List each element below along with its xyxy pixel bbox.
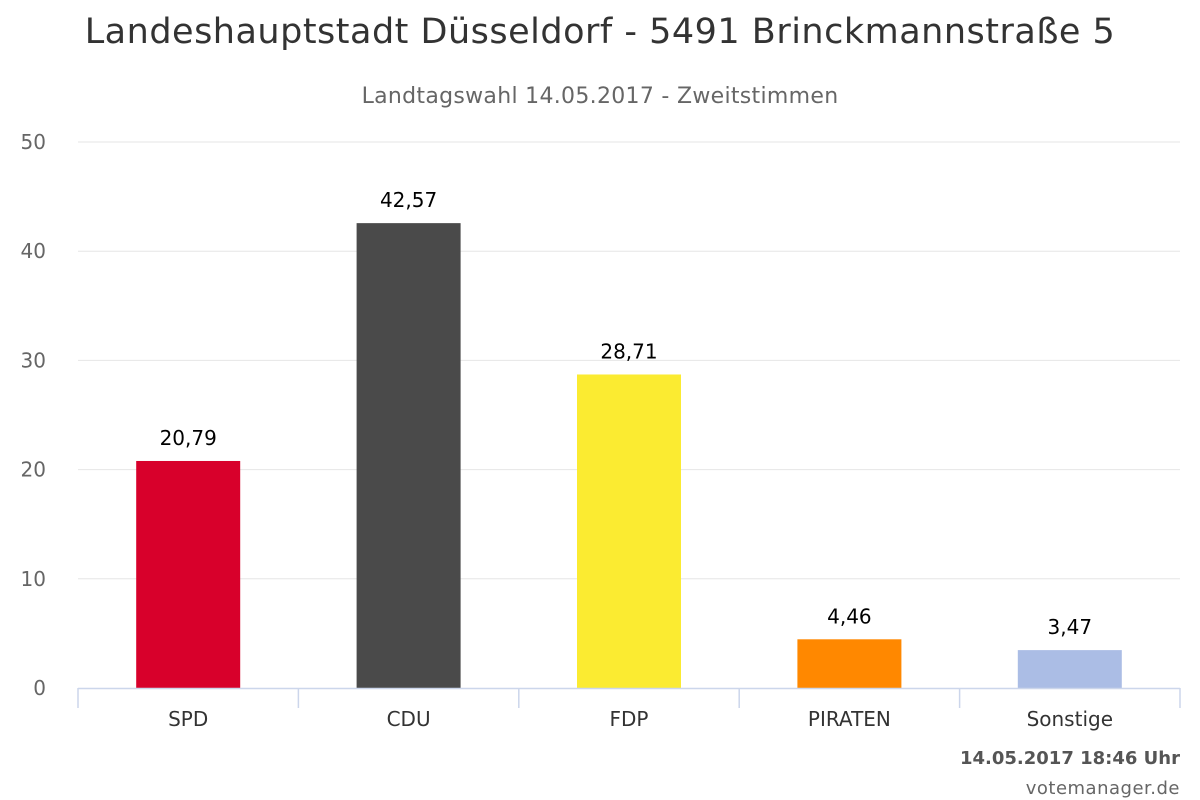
y-tick-label: 50 bbox=[21, 130, 46, 154]
bar-spd[interactable] bbox=[136, 460, 241, 688]
x-axis bbox=[77, 687, 1181, 708]
chart-subtitle: Landtagswahl 14.05.2017 - Zweitstimmen bbox=[361, 84, 839, 109]
bar-fdp[interactable] bbox=[577, 374, 681, 688]
data-label: 20,79 bbox=[160, 426, 217, 450]
y-tick-label: 10 bbox=[21, 567, 46, 591]
x-tick-label: FDP bbox=[610, 707, 649, 731]
y-tick-label: 0 bbox=[33, 676, 46, 700]
x-tick-label: SPD bbox=[168, 707, 208, 731]
timestamp: 14.05.2017 18:46 Uhr bbox=[959, 748, 1180, 769]
data-label: 3,47 bbox=[1048, 615, 1093, 639]
y-axis-ticks: 0 10 20 30 40 50 bbox=[21, 130, 46, 700]
x-tick-label: PIRATEN bbox=[808, 707, 891, 731]
y-tick-label: 20 bbox=[21, 458, 46, 482]
bar-piraten[interactable] bbox=[797, 639, 902, 688]
data-labels: 20,79 42,57 28,71 4,46 3,47 bbox=[160, 188, 1092, 639]
y-tick-label: 40 bbox=[21, 239, 46, 263]
bars bbox=[136, 223, 1122, 688]
data-label: 28,71 bbox=[600, 339, 657, 363]
data-label: 42,57 bbox=[380, 188, 437, 212]
bar-cdu[interactable] bbox=[356, 223, 461, 688]
x-axis-ticks: SPD CDU FDP PIRATEN Sonstige bbox=[168, 707, 1113, 731]
y-tick-label: 30 bbox=[21, 348, 46, 372]
data-label: 4,46 bbox=[827, 604, 872, 628]
chart-title: Landeshauptstadt Düsseldorf - 5491 Brinc… bbox=[84, 12, 1116, 52]
x-tick-label: Sonstige bbox=[1027, 707, 1113, 731]
bar-sonstige[interactable] bbox=[1017, 650, 1122, 688]
credit-link[interactable]: votemanager.de bbox=[1025, 778, 1180, 799]
x-tick-label: CDU bbox=[387, 707, 431, 731]
